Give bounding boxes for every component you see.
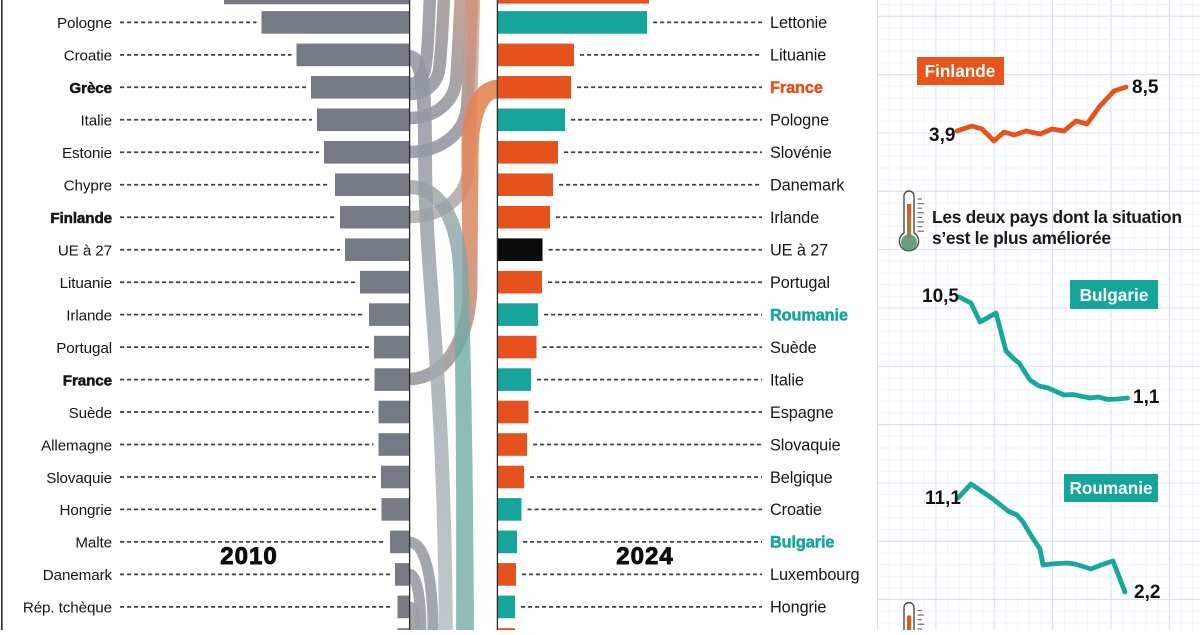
svg-text:2010: 2010 — [220, 543, 277, 570]
svg-text:1,1: 1,1 — [1133, 387, 1160, 408]
svg-text:Portugal: Portugal — [770, 274, 830, 292]
svg-text:Roumanie: Roumanie — [770, 306, 848, 324]
svg-text:Pologne: Pologne — [57, 15, 112, 32]
svg-text:Pologne: Pologne — [770, 112, 829, 130]
svg-text:Espagne: Espagne — [770, 404, 834, 422]
svg-text:Irlande: Irlande — [66, 307, 112, 324]
svg-text:Portugal: Portugal — [56, 340, 112, 357]
svg-text:Italie: Italie — [770, 371, 804, 389]
svg-text:Lettonie: Lettonie — [770, 14, 827, 32]
svg-text:Roumanie: Roumanie — [1069, 478, 1152, 498]
svg-text:s’est le plus améliorée: s’est le plus améliorée — [932, 228, 1111, 248]
svg-text:11,1: 11,1 — [925, 488, 961, 509]
svg-text:Chypre: Chypre — [64, 178, 112, 195]
svg-text:3,9: 3,9 — [929, 125, 955, 146]
svg-text:Bulgarie: Bulgarie — [1080, 285, 1149, 305]
svg-text:Lituanie: Lituanie — [60, 275, 112, 292]
svg-text:France: France — [770, 79, 823, 97]
svg-text:Finlande: Finlande — [925, 61, 996, 81]
svg-text:UE à 27: UE à 27 — [58, 243, 112, 260]
svg-text:Slovénie: Slovénie — [770, 144, 832, 162]
svg-text:Suède: Suède — [770, 339, 817, 357]
svg-text:Slovaquie: Slovaquie — [46, 470, 112, 487]
svg-text:Belgique: Belgique — [770, 469, 833, 487]
svg-text:Croatie: Croatie — [64, 48, 112, 65]
svg-text:Lituanie: Lituanie — [770, 47, 826, 65]
svg-text:Irlande: Irlande — [770, 209, 819, 227]
svg-text:UE à 27: UE à 27 — [770, 242, 828, 260]
svg-text:Hongrie: Hongrie — [770, 599, 826, 617]
svg-text:10,5: 10,5 — [922, 286, 959, 307]
svg-text:Hongrie: Hongrie — [60, 502, 113, 519]
svg-text:Estonie: Estonie — [62, 145, 112, 162]
svg-text:Croatie: Croatie — [770, 501, 822, 519]
svg-text:Luxembourg: Luxembourg — [770, 566, 860, 584]
svg-text:Suède: Suède — [69, 405, 112, 422]
svg-text:Danemark: Danemark — [770, 177, 845, 195]
svg-text:8,5: 8,5 — [1132, 77, 1159, 98]
svg-text:France: France — [63, 372, 112, 389]
svg-text:Malte: Malte — [75, 535, 112, 552]
svg-text:2024: 2024 — [616, 543, 673, 570]
svg-text:2,2: 2,2 — [1134, 582, 1160, 603]
svg-text:Bulgarie: Bulgarie — [770, 534, 834, 552]
svg-text:Rép. tchèque: Rép. tchèque — [23, 600, 112, 617]
svg-text:Danemark: Danemark — [43, 567, 113, 584]
svg-text:Les deux pays dont la situatio: Les deux pays dont la situation — [932, 207, 1182, 227]
svg-text:Finlande: Finlande — [50, 210, 112, 227]
svg-text:Italie: Italie — [81, 113, 112, 130]
svg-text:Slovaquie: Slovaquie — [770, 436, 841, 454]
svg-text:Allemagne: Allemagne — [41, 437, 112, 454]
svg-text:Grèce: Grèce — [69, 80, 112, 97]
